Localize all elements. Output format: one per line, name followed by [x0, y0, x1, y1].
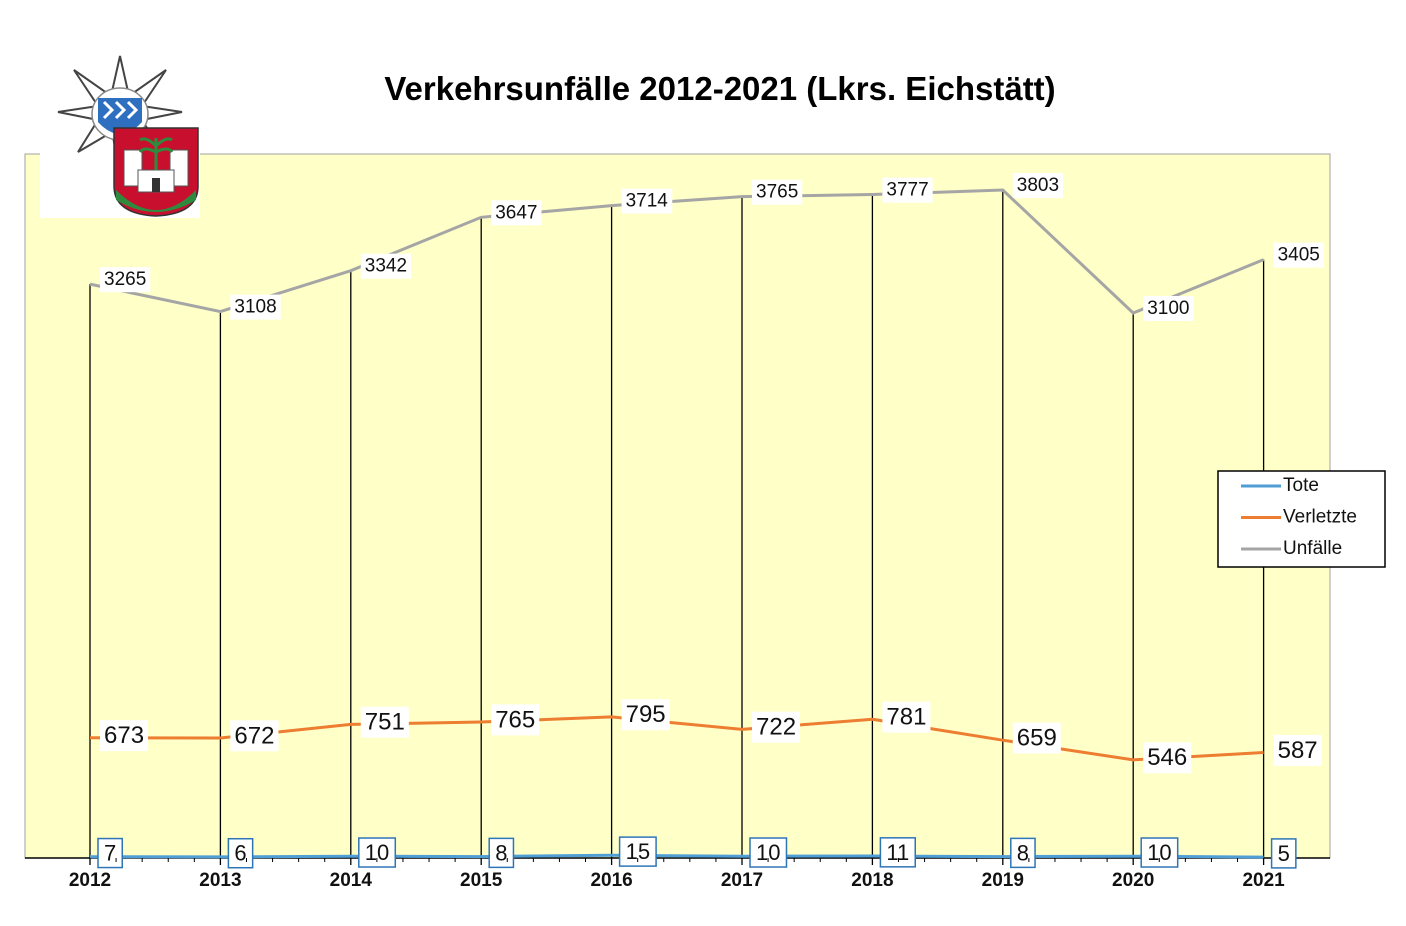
police-logo: [40, 52, 200, 218]
data-label-verletzte-2020: 546: [1143, 742, 1192, 774]
data-label-tote-2015: 8: [488, 837, 515, 869]
data-label-unfälle-2019: 3803: [1012, 173, 1064, 199]
x-tick-label-2020: 2020: [1112, 870, 1154, 891]
chart-title: Verkehrsunfälle 2012-2021 (Lkrs. Eichstä…: [384, 70, 1056, 107]
legend-entry-tote: Tote: [1241, 475, 1319, 496]
svg-text:795: 795: [626, 701, 666, 728]
svg-text:7: 7: [104, 841, 116, 866]
svg-text:3265: 3265: [104, 269, 146, 290]
svg-text:3108: 3108: [234, 297, 276, 318]
svg-text:3765: 3765: [756, 182, 798, 203]
x-tick-label-2017: 2017: [721, 870, 763, 891]
data-label-verletzte-2018: 781: [882, 701, 931, 733]
data-label-unfälle-2015: 3647: [491, 200, 542, 226]
x-tick-label-2013: 2013: [199, 870, 241, 891]
svg-text:751: 751: [365, 709, 405, 736]
svg-text:3714: 3714: [626, 191, 669, 212]
data-label-verletzte-2015: 765: [491, 704, 540, 736]
data-label-unfälle-2021: 3405: [1273, 242, 1324, 268]
legend-entry-unfälle: Unfälle: [1241, 538, 1342, 559]
svg-text:5: 5: [1278, 841, 1290, 866]
data-label-unfälle-2017: 3765: [752, 179, 803, 205]
svg-text:659: 659: [1017, 725, 1057, 752]
svg-text:3777: 3777: [886, 180, 928, 201]
svg-text:3803: 3803: [1017, 175, 1059, 196]
legend-label: Verletzte: [1283, 507, 1357, 528]
x-tick-label-2021: 2021: [1242, 870, 1285, 891]
data-label-tote-2016: 15: [618, 836, 657, 867]
data-label-verletzte-2019: 659: [1012, 722, 1061, 754]
data-label-tote-2020: 10: [1140, 837, 1179, 868]
svg-text:3405: 3405: [1278, 245, 1320, 266]
x-tick-label-2015: 2015: [460, 870, 503, 891]
x-tick-label-2018: 2018: [851, 870, 893, 891]
svg-text:6: 6: [234, 841, 246, 866]
svg-text:781: 781: [886, 704, 926, 731]
data-label-verletzte-2017: 722: [752, 711, 801, 743]
data-label-verletzte-2021: 587: [1273, 734, 1322, 766]
data-label-unfälle-2018: 3777: [882, 177, 933, 203]
data-label-verletzte-2013: 672: [230, 720, 279, 752]
svg-text:673: 673: [104, 722, 144, 749]
data-label-verletzte-2012: 673: [100, 720, 149, 752]
x-tick-label-2016: 2016: [590, 870, 632, 891]
svg-text:587: 587: [1278, 737, 1318, 764]
legend-entry-verletzte: Verletzte: [1241, 507, 1357, 528]
data-label-tote-2021: 5: [1270, 838, 1297, 869]
data-label-tote-2017: 10: [749, 837, 788, 868]
data-label-unfälle-2014: 3342: [360, 253, 412, 279]
svg-text:8: 8: [495, 840, 507, 865]
x-tick-label-2014: 2014: [330, 870, 373, 891]
data-label-unfälle-2013: 3108: [230, 294, 281, 320]
svg-text:546: 546: [1147, 744, 1187, 771]
data-label-tote-2019: 8: [1010, 837, 1036, 869]
series-line-verletzte: [89, 715, 1264, 762]
data-label-unfälle-2016: 3714: [621, 188, 673, 214]
svg-text:765: 765: [495, 706, 535, 733]
data-label-verletzte-2016: 795: [621, 699, 670, 731]
svg-text:722: 722: [756, 714, 796, 741]
legend-label: Unfälle: [1283, 538, 1342, 559]
svg-text:3100: 3100: [1147, 298, 1189, 319]
x-tick-label-2012: 2012: [69, 870, 111, 891]
series-line-unfälle: [89, 188, 1265, 315]
x-tick-label-2019: 2019: [982, 870, 1024, 891]
data-label-tote-2014: 10: [358, 837, 397, 868]
legend-label: Tote: [1283, 475, 1319, 496]
data-label-verletzte-2014: 751: [360, 706, 409, 738]
svg-text:3342: 3342: [365, 256, 407, 277]
data-label-tote-2018: 11: [879, 837, 916, 868]
svg-text:3647: 3647: [495, 202, 537, 223]
svg-text:672: 672: [234, 722, 274, 749]
legend: Tote Verletzte Unfälle: [1217, 470, 1386, 568]
series-line-tote: [89, 853, 1264, 859]
data-label-unfälle-2012: 3265: [100, 267, 151, 293]
data-label-tote-2013: 6: [227, 837, 254, 869]
svg-text:8: 8: [1017, 840, 1029, 865]
data-label-tote-2012: 7: [97, 837, 123, 869]
svg-text:11: 11: [886, 840, 909, 865]
data-label-unfälle-2020: 3100: [1143, 296, 1194, 322]
